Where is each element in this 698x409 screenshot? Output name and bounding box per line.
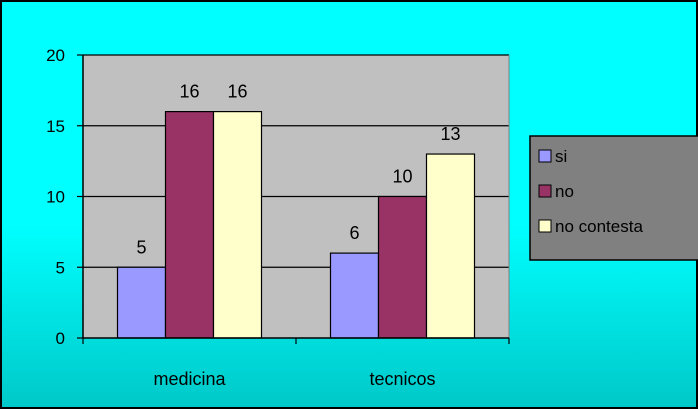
bar-si-tecnicos [331, 253, 379, 338]
data-label: 6 [349, 223, 359, 243]
legend-label: si [555, 147, 567, 166]
y-tick-label: 20 [46, 46, 65, 65]
legend-swatch-si [539, 150, 551, 162]
y-tick-label: 5 [56, 258, 65, 277]
category-label: tecnicos [369, 369, 435, 389]
y-tick-label: 10 [46, 188, 65, 207]
bar-no-medicina [166, 112, 214, 338]
bar-no-contesta-medicina [214, 112, 262, 338]
data-label: 10 [392, 167, 412, 187]
legend: si no no contesta [530, 136, 698, 260]
bar-no-contesta-tecnicos [427, 154, 475, 338]
data-label: 16 [179, 82, 199, 102]
y-tick-label: 0 [56, 329, 65, 348]
legend-swatch-no-contesta [539, 220, 551, 232]
data-label: 13 [440, 124, 460, 144]
data-label: 5 [136, 237, 146, 257]
bar-no-tecnicos [379, 197, 427, 339]
category-label: medicina [153, 369, 226, 389]
y-tick-label: 15 [46, 117, 65, 136]
legend-swatch-no [539, 185, 551, 197]
legend-label: no contesta [555, 217, 643, 236]
bar-si-medicina [118, 267, 166, 338]
data-label: 16 [227, 82, 247, 102]
legend-label: no [555, 182, 574, 201]
